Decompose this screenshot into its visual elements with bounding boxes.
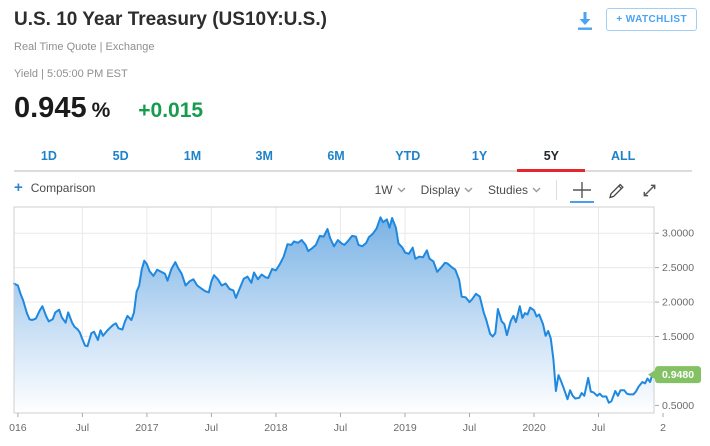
- tab-5d[interactable]: 5D: [112, 149, 129, 163]
- quote-meta: Yield | 5:05:00 PM EST: [14, 68, 128, 80]
- draw-icon: [609, 183, 624, 198]
- last-price-badge: 0.9480: [648, 366, 701, 384]
- tab-5y[interactable]: 5Y: [515, 143, 587, 172]
- chevron-down-icon: [532, 187, 541, 193]
- yield-change: +0.015: [138, 99, 204, 122]
- tab-6m[interactable]: 6M: [327, 149, 345, 163]
- toolbar-divider: [556, 180, 557, 200]
- x-axis-label: 2019: [393, 422, 417, 434]
- price-row: 0.945 % +0.015: [14, 92, 203, 125]
- x-axis-label: Jul: [463, 422, 476, 434]
- crosshair-tool-button[interactable]: [570, 181, 594, 203]
- add-watchlist-button[interactable]: + WATCHLIST: [606, 8, 697, 31]
- y-axis-label: 2.0000: [662, 297, 694, 309]
- tab-ytd[interactable]: YTD: [395, 149, 421, 163]
- crosshair-icon: [573, 182, 591, 198]
- download-button[interactable]: [573, 8, 597, 37]
- x-axis-label: Jul: [76, 422, 89, 434]
- yield-value: 0.945: [14, 92, 87, 124]
- studies-label: Studies: [487, 183, 528, 197]
- expand-icon: [643, 184, 656, 196]
- display-dropdown[interactable]: Display: [421, 183, 473, 197]
- price-chart[interactable]: 016 Jul 2017 Jul 2018 Jul 2019 Jul 2020 Jul 2 3.000…: [0, 205, 710, 446]
- y-axis-label: 3.0000: [662, 228, 694, 240]
- chart-toolbar: 1W Display Studies: [375, 180, 658, 203]
- x-axis-label: Jul: [334, 422, 347, 434]
- yield-unit: %: [91, 99, 111, 122]
- y-axis-label: 1.5000: [662, 331, 694, 343]
- comparison-button[interactable]: + Comparison: [14, 180, 95, 195]
- x-axis-label: 2020: [522, 422, 546, 434]
- yield-line: [13, 216, 655, 404]
- page-title: U.S. 10 Year Treasury (US10Y:U.S.): [14, 9, 327, 30]
- x-axis-label: Jul: [205, 422, 218, 434]
- chevron-down-icon: [464, 187, 473, 193]
- y-axis-label: 0.5000: [662, 400, 694, 412]
- x-axis-label: 2: [660, 422, 666, 434]
- tab-1m[interactable]: 1M: [183, 149, 202, 163]
- download-icon: [578, 12, 593, 30]
- studies-dropdown[interactable]: Studies: [488, 183, 541, 197]
- plus-icon: +: [14, 179, 23, 196]
- tab-1y[interactable]: 1Y: [471, 149, 488, 163]
- interval-label: 1W: [374, 183, 393, 197]
- tab-1d[interactable]: 1D: [40, 149, 57, 163]
- tabs-underline: [14, 170, 692, 172]
- x-axis-label: Jul: [592, 422, 605, 434]
- x-axis-label: 2018: [264, 422, 288, 434]
- expand-chart-button[interactable]: [641, 182, 658, 199]
- header-actions: + WATCHLIST: [573, 8, 697, 37]
- comparison-label: Comparison: [30, 180, 96, 195]
- interval-dropdown[interactable]: 1W: [375, 183, 406, 197]
- x-axis-label: 2017: [135, 422, 159, 434]
- chevron-down-icon: [397, 187, 406, 193]
- tab-3m[interactable]: 3M: [255, 149, 273, 163]
- y-axis-label: 2.5000: [662, 262, 694, 274]
- svg-text:0.9480: 0.9480: [662, 369, 694, 381]
- draw-tool-button[interactable]: [607, 181, 626, 200]
- display-label: Display: [420, 183, 460, 197]
- range-tabs: 1D 5D 1M 3M 6M YTD 1Y 5Y ALL: [13, 143, 659, 172]
- x-axis-label: 016: [9, 422, 27, 434]
- tab-all[interactable]: ALL: [610, 149, 636, 163]
- quote-source: Real Time Quote | Exchange: [14, 41, 155, 53]
